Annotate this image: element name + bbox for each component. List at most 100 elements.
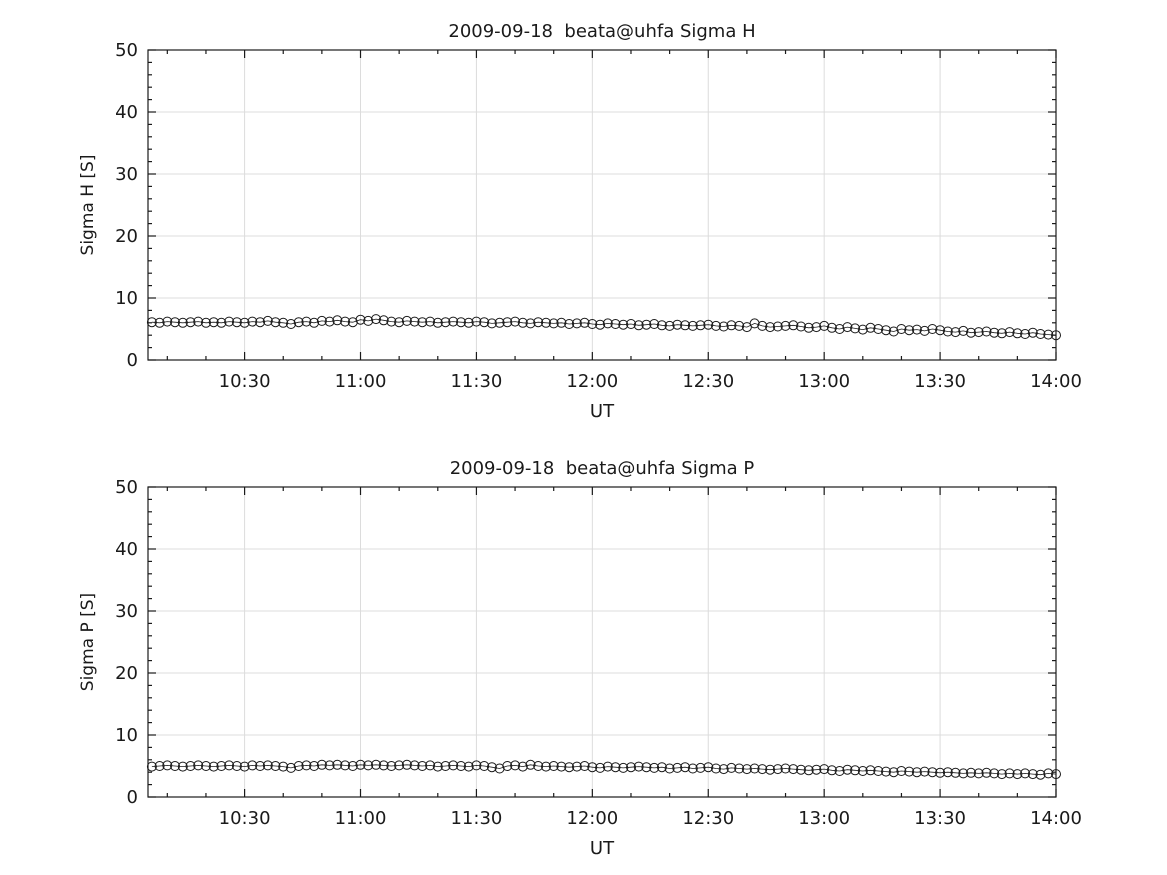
data-point xyxy=(324,760,335,771)
data-point xyxy=(850,765,861,776)
data-point xyxy=(332,759,343,770)
data-point xyxy=(486,318,497,329)
data-point xyxy=(363,315,374,326)
data-point xyxy=(432,317,443,328)
data-point xyxy=(1004,768,1015,779)
data-point xyxy=(1027,769,1038,780)
data-point xyxy=(278,761,289,772)
data-point xyxy=(687,763,698,774)
data-point xyxy=(231,317,242,328)
data-point xyxy=(718,321,729,332)
data-point xyxy=(981,767,992,778)
data-point xyxy=(525,318,536,329)
data-point xyxy=(471,760,482,771)
data-point xyxy=(340,760,351,771)
data-point xyxy=(718,764,729,775)
svg-text:0: 0 xyxy=(127,350,138,371)
data-point xyxy=(316,759,327,770)
data-point xyxy=(780,320,791,331)
data-point xyxy=(479,317,490,328)
data-point xyxy=(525,759,536,770)
svg-text:50: 50 xyxy=(115,477,138,498)
data-point xyxy=(471,316,482,327)
data-point xyxy=(255,317,266,328)
data-point xyxy=(564,319,575,329)
data-point xyxy=(796,321,806,332)
data-point xyxy=(919,766,930,777)
data-point xyxy=(293,317,304,328)
svg-text:10: 10 xyxy=(115,288,138,309)
data-point xyxy=(950,327,961,338)
data-point xyxy=(425,760,436,771)
data-point xyxy=(618,319,629,330)
data-point xyxy=(656,762,667,773)
data-point xyxy=(401,759,412,770)
data-point xyxy=(602,761,613,772)
data-point xyxy=(826,765,837,776)
data-point xyxy=(942,767,953,778)
svg-text:13:30: 13:30 xyxy=(914,371,966,392)
data-point xyxy=(510,760,521,771)
data-point xyxy=(301,760,312,771)
svg-text:13:30: 13:30 xyxy=(914,808,966,829)
data-point xyxy=(680,762,691,773)
x-axis-label: UT xyxy=(590,401,615,422)
data-point xyxy=(672,319,683,330)
data-point xyxy=(239,317,250,328)
data-point xyxy=(355,314,366,325)
chart-title: 2009-09-18 beata@uhfa Sigma H xyxy=(448,21,755,42)
series-line xyxy=(151,764,1057,776)
data-point xyxy=(850,323,861,334)
data-point xyxy=(270,317,281,328)
data-point xyxy=(873,766,884,776)
data-point xyxy=(734,763,745,774)
data-point xyxy=(726,762,737,773)
data-point xyxy=(355,759,366,770)
svg-text:11:00: 11:00 xyxy=(335,808,387,829)
data-point xyxy=(857,766,868,776)
data-point xyxy=(556,317,567,328)
data-point xyxy=(950,767,961,778)
data-point xyxy=(193,760,204,771)
data-point xyxy=(162,760,173,771)
data-point xyxy=(409,316,420,327)
data-point xyxy=(309,317,320,328)
svg-text:40: 40 xyxy=(115,539,138,560)
data-point xyxy=(1027,327,1038,338)
data-point xyxy=(942,326,953,337)
data-point xyxy=(811,764,822,775)
chart-title: 2009-09-18 beata@uhfa Sigma P xyxy=(450,458,755,479)
data-point xyxy=(780,763,791,774)
data-point xyxy=(510,316,521,327)
data-point xyxy=(819,320,830,331)
data-point xyxy=(401,315,412,326)
data-point xyxy=(502,317,513,328)
ticks xyxy=(148,49,1057,361)
data-point xyxy=(996,328,1007,339)
data-point xyxy=(734,320,745,331)
data-point xyxy=(865,765,876,776)
data-point xyxy=(571,318,582,329)
x-tick-labels: 10:30 11:00 11:30 12:00 12:30 13:00 13:30 14:00 xyxy=(219,808,1082,829)
data-point xyxy=(386,316,397,327)
data-point xyxy=(425,316,436,327)
data-point xyxy=(996,769,1007,780)
data-point xyxy=(911,767,922,778)
svg-text:0: 0 xyxy=(127,787,138,808)
sigma-h-chart: 10:30 11:00 11:30 12:00 12:30 13:00 13:30 14:00… xyxy=(0,0,1167,437)
ticks xyxy=(148,486,1057,798)
data-point xyxy=(626,319,636,329)
data-point xyxy=(819,764,830,775)
data-point xyxy=(772,764,783,775)
data-point xyxy=(765,322,776,333)
data-point xyxy=(517,317,528,328)
data-point xyxy=(533,761,544,771)
data-point xyxy=(162,316,173,327)
data-point xyxy=(927,767,938,778)
data-point xyxy=(301,316,312,327)
data-point xyxy=(842,764,853,775)
data-point xyxy=(711,763,721,774)
data-point xyxy=(973,327,984,338)
data-point xyxy=(803,322,814,333)
data-point xyxy=(656,320,667,331)
